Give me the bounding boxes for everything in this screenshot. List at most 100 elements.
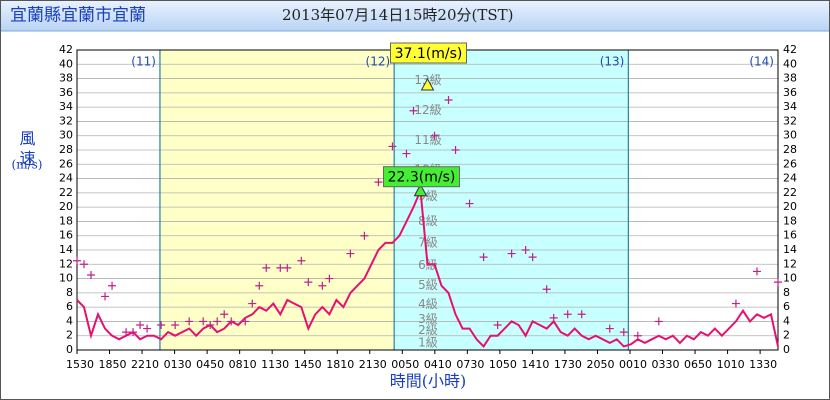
y-tick-label-right: 32 [783, 114, 797, 127]
x-tick-label: 1850 [99, 358, 127, 371]
y-tick-label-right: 6 [783, 300, 790, 313]
y-tick-label: 8 [66, 286, 73, 299]
day-band [628, 50, 778, 350]
x-tick-label: 2050 [586, 358, 614, 371]
gust-marker [136, 321, 145, 329]
gust-marker [157, 321, 166, 329]
gust-marker [493, 321, 502, 329]
y-tick-label-right: 0 [783, 343, 790, 356]
gust-marker [521, 246, 530, 254]
y-tick-label-right: 4 [783, 314, 790, 327]
gust-marker [325, 274, 334, 283]
gust-marker [374, 178, 383, 187]
y-tick-label: 2 [66, 329, 73, 342]
peak-triangle [413, 183, 428, 197]
x-tick-label: 0730 [456, 358, 484, 371]
y-tick-label: 18 [59, 214, 73, 227]
beaufort-level: 1級 [418, 335, 438, 349]
beaufort-level: 2級 [418, 323, 438, 337]
x-tick-label: 1010 [717, 358, 745, 371]
day-band [394, 50, 629, 350]
x-tick-label: 0130 [164, 358, 192, 371]
y-tick-label-right: 30 [783, 129, 797, 142]
y-tick-label: 24 [59, 172, 73, 185]
station-title: 宜蘭縣宜蘭市宜蘭 [10, 6, 146, 26]
y-tick-label: 30 [59, 129, 73, 142]
y-tick-label-right: 36 [783, 86, 797, 99]
y-tick-label: 40 [59, 57, 73, 70]
gust-marker [80, 260, 89, 269]
gust-marker [549, 313, 558, 322]
x-tick-label: 0810 [229, 358, 257, 371]
beaufort-level: 12級 [414, 103, 441, 117]
peak-label: 37.1(m/s) [395, 46, 463, 62]
gust-marker [255, 281, 264, 290]
y-tick-label-right: 26 [783, 157, 797, 170]
gust-marker [444, 96, 453, 104]
y-tick-label: 10 [59, 272, 73, 285]
beaufort-level: 3級 [418, 312, 438, 326]
gust-marker [248, 299, 257, 308]
y-tick-label-right: 20 [783, 200, 797, 213]
gust-marker [752, 267, 761, 276]
gust-marker [143, 324, 152, 333]
day-band [77, 50, 160, 350]
gust-marker [227, 317, 236, 326]
y-tick-label-right: 18 [783, 214, 797, 227]
y-tick-label: 38 [59, 72, 73, 85]
y-tick-label-right: 12 [783, 257, 797, 270]
gust-marker [206, 321, 215, 329]
gust-marker [220, 310, 229, 319]
y-tick-label: 4 [66, 314, 73, 327]
x-tick-label: 0010 [619, 358, 647, 371]
gust-marker [542, 285, 551, 294]
y-axis-label: 風速 [17, 130, 36, 170]
wind-line [76, 190, 779, 348]
gust-marker [654, 317, 663, 326]
gust-marker [122, 328, 131, 337]
gust-marker [388, 142, 397, 151]
x-tick-label: 1330 [749, 358, 777, 371]
y-tick-label: 0 [66, 343, 73, 356]
gust-marker [507, 249, 516, 258]
y-tick-label: 16 [59, 229, 73, 242]
gust-marker [731, 299, 740, 308]
gust-marker [619, 328, 628, 337]
x-tick-label: 1730 [554, 358, 582, 371]
x-tick-label: 1810 [326, 358, 354, 371]
y-tick-label-right: 14 [783, 243, 797, 256]
gust-marker [633, 331, 642, 340]
x-tick-label: 1530 [66, 358, 94, 371]
gust-marker [451, 146, 460, 154]
y-tick-label: 42 [59, 43, 73, 56]
peak-label-box [382, 166, 460, 188]
gust-marker [297, 256, 306, 265]
gust-marker [241, 317, 250, 326]
y-tick-label: 26 [59, 157, 73, 170]
day-label: (12) [366, 55, 391, 69]
gust-marker [528, 253, 537, 262]
y-tick-label: 28 [59, 143, 73, 156]
y-tick-label: 6 [66, 300, 73, 313]
gust-marker [346, 249, 355, 258]
gust-marker [73, 256, 81, 265]
gust-marker [563, 310, 572, 319]
y-tick-label: 32 [59, 114, 73, 127]
y-tick-label: 20 [59, 200, 73, 213]
x-tick-label: 0650 [684, 358, 712, 371]
header-bar [1, 1, 829, 31]
y-tick-label: 22 [59, 186, 73, 199]
day-band [159, 50, 395, 350]
gust-marker [402, 149, 411, 158]
y-tick-label: 34 [59, 100, 73, 113]
y-tick-label-right: 24 [783, 172, 797, 185]
y-tick-label-right: 40 [783, 57, 797, 70]
gust-marker [283, 263, 292, 272]
y-tick-label: 36 [59, 86, 73, 99]
gust-marker [304, 278, 313, 287]
gust-marker [360, 231, 369, 240]
gust-marker [213, 317, 222, 326]
y-tick-label: 12 [59, 257, 73, 270]
y-tick-label-right: 38 [783, 72, 797, 85]
